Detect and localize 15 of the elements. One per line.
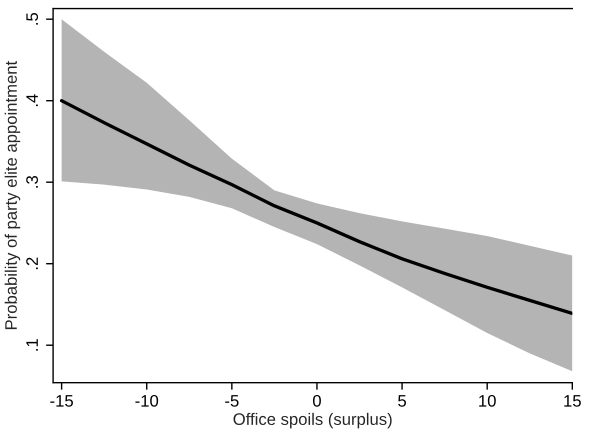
x-tick-label: 10 [479,394,496,407]
x-axis-title: Office spoils (surplus) [234,412,392,428]
y-tick-label: .3 [26,176,38,188]
x-tick-label: -5 [225,395,239,407]
x-tick-label: 5 [398,395,406,407]
x-tick-label: -15 [50,395,73,407]
y-tick-label: .4 [26,94,38,106]
x-tick-label: 15 [564,395,581,407]
y-tick-label: .5 [26,12,38,25]
line-series [60,99,572,316]
y-tick-label: .2 [26,258,38,270]
y-axis-title: Probability of party elite appointment [4,60,20,330]
y-tick-label: .1 [26,339,38,351]
x-tick-label: -10 [135,394,158,407]
x-tick-label: 0 [312,394,321,407]
